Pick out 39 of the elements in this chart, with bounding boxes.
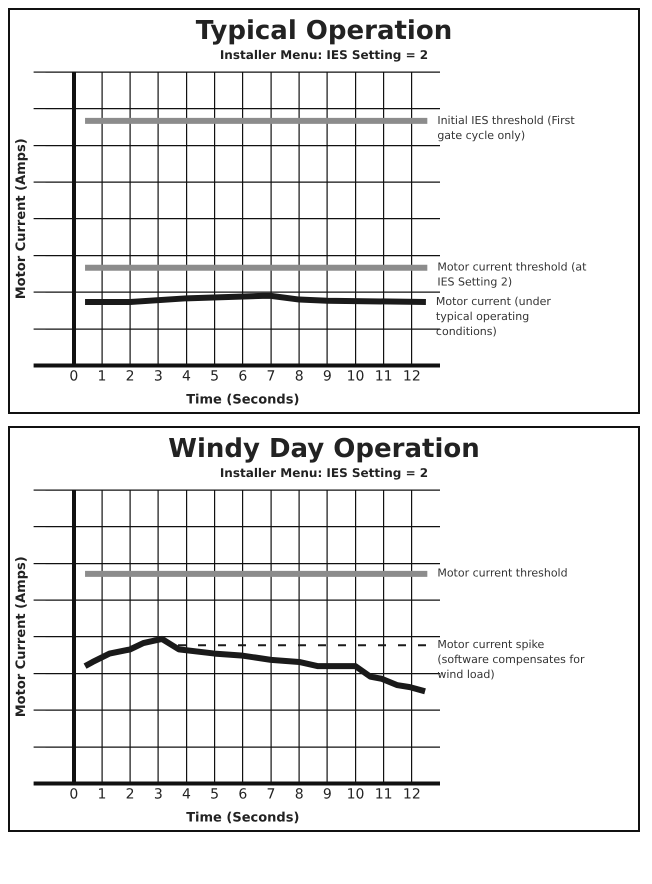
- x-tick-label: 12: [402, 786, 421, 803]
- chart-title: Typical Operation: [194, 16, 454, 46]
- x-tick-label: 1: [97, 786, 106, 803]
- x-axis-title: Time (Seconds): [186, 392, 300, 408]
- x-tick-label: 6: [238, 368, 248, 385]
- x-axis-title: Time (Seconds): [186, 810, 300, 826]
- y-axis-title: Motor Current (Amps): [14, 138, 30, 300]
- x-tick-label: 0: [69, 786, 78, 803]
- x-tick-label: 2: [126, 786, 135, 803]
- x-tick-label: 7: [266, 786, 276, 803]
- x-tick-label: 4: [182, 786, 191, 803]
- x-tick-label: 1: [97, 368, 106, 385]
- y-axis-title: Motor Current (Amps): [14, 556, 30, 718]
- x-tick-label: 5: [210, 368, 220, 385]
- x-tick-label: 3: [154, 368, 163, 385]
- x-tick-label: 9: [322, 368, 332, 385]
- series-label: Motor current (under typical operating conditions): [436, 294, 552, 338]
- series-label: Motor current spike (software compensates for wind load): [437, 638, 585, 682]
- x-tick-label: 9: [322, 786, 332, 803]
- x-tick-label: 11: [374, 786, 393, 803]
- x-tick-label: 6: [238, 786, 248, 803]
- x-tick-label: 5: [210, 786, 220, 803]
- series-label: Motor current threshold (at IES Setting 2): [437, 260, 588, 289]
- x-tick-label: 4: [182, 368, 191, 385]
- series-label: Initial IES threshold (First gate cycle only): [437, 114, 576, 142]
- chart-title: Windy Day Operation: [167, 434, 481, 464]
- x-tick-label: 3: [154, 786, 163, 803]
- x-tick-label: 8: [294, 368, 304, 385]
- series-label: Motor current threshold: [437, 566, 568, 580]
- x-tick-label: 8: [294, 786, 304, 803]
- x-tick-label: 10: [346, 786, 364, 803]
- chart-subtitle: Installer Menu: IES Setting = 2: [218, 466, 430, 480]
- chart-subtitle: Installer Menu: IES Setting = 2: [218, 48, 430, 62]
- x-tick-label: 2: [126, 368, 135, 385]
- x-tick-label: 12: [402, 368, 421, 385]
- x-tick-label: 7: [266, 368, 276, 385]
- x-tick-label: 0: [69, 368, 78, 385]
- x-tick-label: 11: [374, 368, 393, 385]
- x-tick-label: 10: [346, 368, 364, 385]
